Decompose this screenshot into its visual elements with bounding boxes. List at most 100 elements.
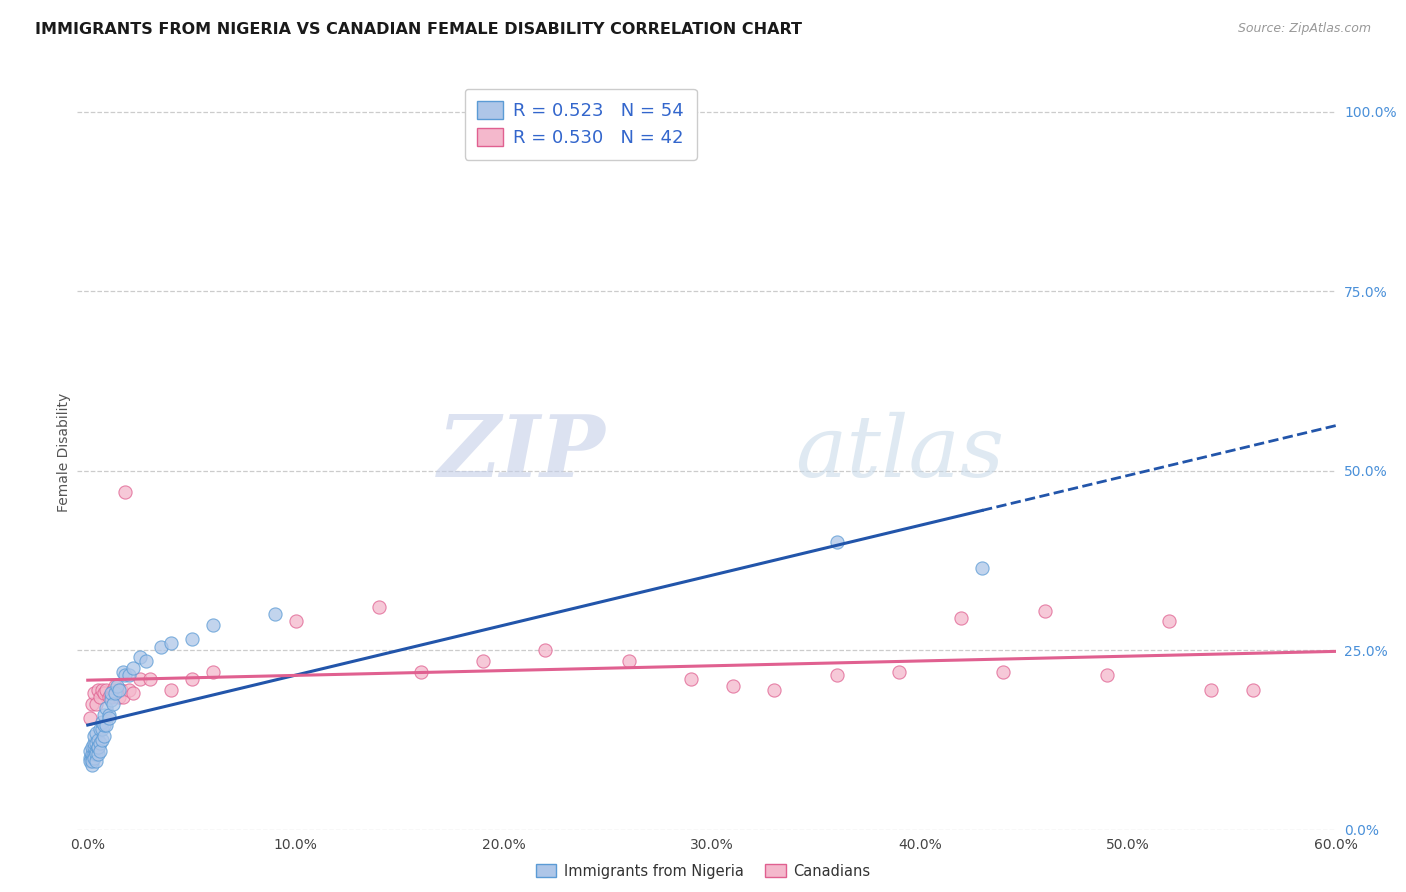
Point (93, 718, 115, 732)
Point (89, 743, 111, 757)
Point (84, 725, 107, 739)
Point (97, 711, 120, 725)
Point (972, 560, 994, 574)
Point (79, 743, 101, 757)
Point (87, 682, 110, 697)
Point (101, 682, 124, 697)
Point (112, 690, 135, 704)
Point (104, 679, 127, 693)
Point (114, 485, 136, 500)
Point (679, 672, 702, 686)
Point (80, 697, 103, 711)
Point (79, 755, 101, 769)
Point (91, 732, 114, 747)
Point (93, 686, 115, 700)
Point (93, 707, 115, 722)
Point (80, 758, 103, 772)
Text: IMMIGRANTS FROM NIGERIA VS CANADIAN FEMALE DISABILITY CORRELATION CHART: IMMIGRANTS FROM NIGERIA VS CANADIAN FEMA… (35, 22, 803, 37)
Point (108, 690, 131, 704)
Point (201, 665, 224, 679)
Point (763, 682, 786, 697)
Point (825, 535, 848, 549)
Point (160, 682, 183, 697)
Point (96, 718, 118, 732)
Point (83, 736, 105, 750)
Point (84, 743, 107, 757)
Point (368, 600, 391, 615)
Point (83, 739, 105, 754)
Point (264, 607, 287, 622)
Point (97, 690, 120, 704)
Point (87, 732, 110, 747)
Y-axis label: Female Disability: Female Disability (58, 393, 72, 512)
Point (139, 672, 162, 686)
Point (100, 686, 122, 700)
Point (100, 690, 122, 704)
Point (617, 654, 640, 668)
Text: atlas: atlas (794, 411, 1004, 494)
Point (80, 747, 103, 762)
Point (93, 729, 115, 743)
Point (84, 755, 107, 769)
Point (97, 707, 120, 722)
Point (1199, 682, 1222, 697)
Point (1033, 604, 1056, 618)
Point (284, 615, 307, 629)
Point (1159, 615, 1181, 629)
Point (83, 747, 105, 762)
Point (108, 682, 131, 697)
Point (409, 665, 432, 679)
Point (84, 736, 107, 750)
Text: ZIP: ZIP (439, 411, 606, 494)
Point (128, 650, 150, 665)
Point (87, 739, 110, 754)
Point (89, 690, 111, 704)
Point (112, 665, 135, 679)
Point (80, 751, 103, 765)
Point (84, 697, 107, 711)
Point (180, 672, 202, 686)
Point (149, 640, 172, 654)
Point (950, 611, 973, 625)
Point (135, 654, 157, 668)
Point (721, 679, 744, 693)
Point (471, 654, 494, 668)
Point (118, 682, 141, 697)
Point (110, 682, 132, 697)
Point (201, 618, 224, 632)
Point (101, 697, 124, 711)
Point (122, 686, 145, 700)
Point (825, 668, 848, 682)
Point (83, 751, 105, 765)
Point (91, 714, 114, 729)
Point (84, 747, 107, 762)
Point (96, 700, 118, 714)
Point (80, 755, 103, 769)
Point (118, 668, 141, 682)
Point (87, 739, 110, 754)
Point (89, 722, 111, 736)
Point (83, 686, 105, 700)
Point (122, 661, 145, 675)
Point (104, 686, 127, 700)
Point (1095, 668, 1118, 682)
Point (80, 739, 103, 754)
Point (89, 736, 111, 750)
Point (128, 672, 150, 686)
Point (114, 668, 136, 682)
Point (887, 665, 910, 679)
Legend: R = 0.523   N = 54, R = 0.530   N = 42: R = 0.523 N = 54, R = 0.530 N = 42 (464, 88, 697, 160)
Point (180, 632, 202, 647)
Point (87, 747, 110, 762)
Point (160, 636, 183, 650)
Point (991, 665, 1014, 679)
Legend: Immigrants from Nigeria, Canadians: Immigrants from Nigeria, Canadians (530, 858, 876, 885)
Point (83, 729, 105, 743)
Point (79, 711, 101, 725)
Point (96, 682, 118, 697)
Point (91, 682, 114, 697)
Point (100, 693, 122, 707)
Point (1241, 682, 1264, 697)
Point (105, 679, 128, 693)
Point (91, 722, 114, 736)
